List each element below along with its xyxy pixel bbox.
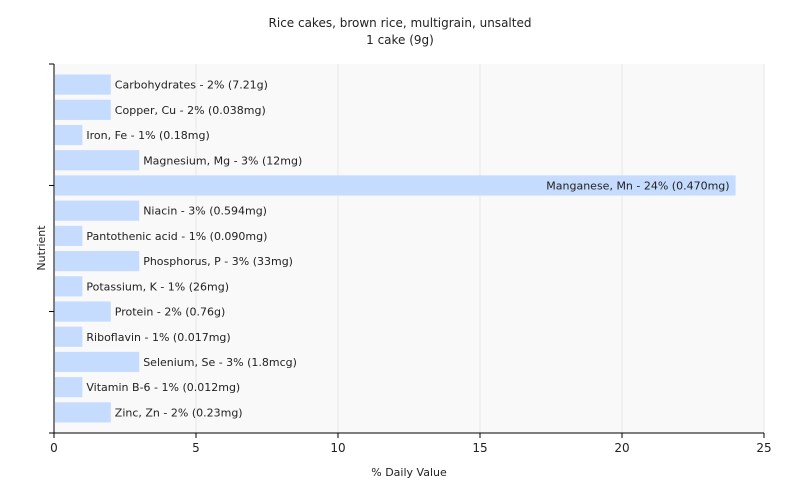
bar-label: Niacin - 3% (0.594mg) <box>143 205 267 218</box>
bar <box>55 74 111 95</box>
bar-label: Iron, Fe - 1% (0.18mg) <box>86 129 209 142</box>
grid-lines <box>195 64 765 433</box>
bar-label: Pantothenic acid - 1% (0.090mg) <box>86 230 267 243</box>
bar <box>55 402 111 423</box>
bars <box>55 74 736 423</box>
x-tick-label: 20 <box>614 441 629 455</box>
bar <box>55 301 111 322</box>
y-axis-label: Nutrient <box>35 225 48 271</box>
x-tick-label: 5 <box>192 441 200 455</box>
bar-labels: Carbohydrates - 2% (7.21g) Copper, Cu - 2… <box>86 79 729 420</box>
bar <box>55 200 140 221</box>
bar <box>55 276 83 297</box>
bar-label: Protein - 2% (0.76g) <box>115 306 226 319</box>
bar <box>55 124 83 146</box>
chart-title: Rice cakes, brown rice, multigrain, unsa… <box>268 16 532 30</box>
bar <box>55 150 140 171</box>
bar <box>55 377 83 398</box>
x-axis-label: % Daily Value <box>371 466 447 479</box>
bar-label: Phosphorus, P - 3% (33mg) <box>143 255 293 268</box>
bar-label: Carbohydrates - 2% (7.21g) <box>115 79 268 92</box>
bar-label: Magnesium, Mg - 3% (12mg) <box>143 154 302 167</box>
bar <box>55 326 83 347</box>
bar-label: Vitamin B-6 - 1% (0.012mg) <box>86 381 240 394</box>
bar <box>55 351 140 373</box>
bar <box>55 251 140 272</box>
chart-subtitle: 1 cake (9g) <box>366 33 434 47</box>
plot-background <box>54 64 764 433</box>
x-ticks: 0 5 10 15 20 25 <box>49 63 772 455</box>
x-tick-label: 0 <box>50 441 58 455</box>
bar-label: Manganese, Mn - 24% (0.470mg) <box>546 179 729 192</box>
x-tick-label: 10 <box>330 441 345 455</box>
bar-label: Potassium, K - 1% (26mg) <box>86 280 229 293</box>
bar <box>55 175 736 196</box>
bar <box>55 225 83 246</box>
bar-label: Copper, Cu - 2% (0.038mg) <box>115 104 266 117</box>
bar <box>55 99 111 120</box>
bar-label: Riboflavin - 1% (0.017mg) <box>86 331 230 344</box>
axes <box>53 64 764 434</box>
bar-label: Selenium, Se - 3% (1.8mcg) <box>143 356 297 369</box>
x-tick-label: 15 <box>472 441 487 455</box>
x-tick-label: 25 <box>756 441 771 455</box>
bar-label: Zinc, Zn - 2% (0.23mg) <box>115 406 243 419</box>
